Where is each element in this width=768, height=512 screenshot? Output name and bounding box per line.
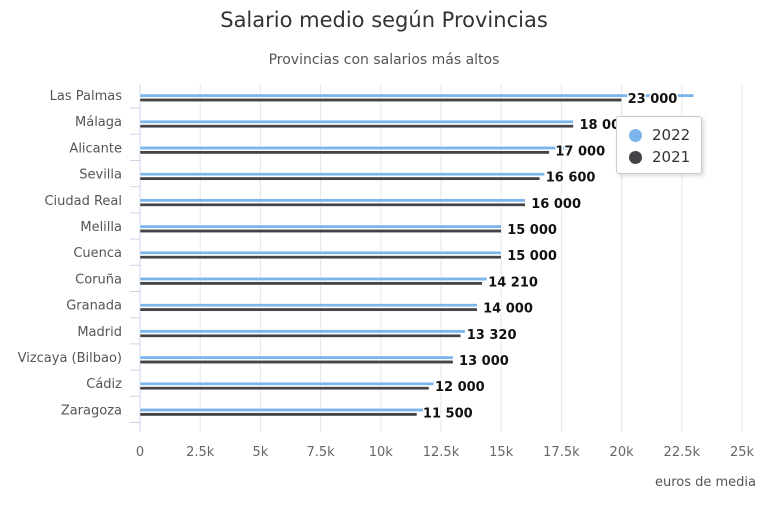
legend-item-2021[interactable]: 2021	[629, 146, 701, 168]
category-label-12: Zaragoza	[61, 403, 122, 418]
x-tick-label-7: 17.5k	[543, 445, 580, 460]
bar-2022-3	[139, 172, 545, 177]
legend-item-2022[interactable]: 2022	[629, 124, 701, 146]
category-label-7: Coruña	[75, 272, 122, 287]
x-tick-label-5: 12.5k	[423, 445, 460, 460]
data-label-4: 16 000	[531, 197, 581, 212]
bar-2022-8	[139, 303, 478, 308]
category-label-11: Cádiz	[86, 377, 122, 392]
bar-2022-2	[139, 146, 574, 150]
data-label-8: 14 000	[483, 302, 533, 317]
bar-2021-6	[139, 255, 502, 260]
category-label-9: Madrid	[77, 325, 122, 340]
category-label-6: Cuenca	[73, 246, 122, 261]
bar-2022-12	[139, 408, 430, 412]
category-label-3: Sevilla	[79, 168, 122, 183]
bar-2022-9	[139, 329, 466, 334]
bar-2021-9	[139, 334, 461, 338]
data-label-11: 12 000	[435, 380, 485, 395]
bar-2021-10	[139, 360, 454, 364]
x-tick-label-2: 5k	[252, 445, 268, 460]
bar-2021-5	[139, 229, 502, 233]
bar-2022-0	[139, 93, 695, 98]
data-label-3: 16 600	[546, 171, 596, 186]
data-label-12: 11 500	[423, 406, 473, 421]
bar-2021-2	[139, 150, 550, 155]
x-tick-label-8: 20k	[610, 445, 635, 460]
bar-2021-8	[139, 307, 478, 312]
bar-2021-3	[139, 176, 540, 181]
bar-2021-1	[139, 124, 574, 128]
x-tick-label-6: 15k	[489, 445, 514, 460]
category-label-5: Melilla	[80, 220, 122, 235]
x-tick-label-10: 25k	[730, 445, 755, 460]
x-tick-label-0: 0	[136, 445, 144, 460]
data-label-6: 15 000	[507, 249, 557, 264]
chart-subtitle: Provincias con salarios más altos	[268, 52, 500, 68]
chart-title: Salario medio según Provincias	[220, 8, 548, 32]
x-axis-title: euros de media	[655, 475, 756, 490]
data-label-7: 14 210	[488, 275, 538, 290]
bar-2021-12	[139, 412, 418, 417]
category-label-8: Granada	[66, 299, 122, 314]
category-label-10: Vizcaya (Bilbao)	[18, 351, 122, 366]
bar-2022-10	[139, 355, 454, 360]
legend-label-2021: 2021	[652, 148, 691, 166]
bar-2021-0	[139, 98, 622, 102]
category-label-4: Ciudad Real	[44, 194, 122, 209]
legend[interactable]: 2022 2021	[616, 116, 702, 174]
bar-2021-11	[139, 386, 430, 391]
bar-2021-7	[139, 281, 483, 286]
bar-2022-11	[139, 382, 434, 386]
legend-swatch-2022	[629, 128, 642, 142]
x-tick-label-4: 10k	[369, 445, 394, 460]
x-tick-label-9: 22.5k	[664, 445, 701, 460]
bar-2022-7	[139, 277, 487, 281]
bar-2022-5	[139, 224, 502, 229]
bar-2022-1	[139, 119, 574, 124]
data-label-5: 15 000	[507, 223, 557, 238]
x-tick-label-3: 7.5k	[306, 445, 335, 460]
bar-2021-4	[139, 202, 526, 207]
data-label-0: 23 000	[628, 92, 678, 107]
bar-2022-6	[139, 250, 502, 255]
category-label-1: Málaga	[75, 115, 122, 130]
category-label-2: Alicante	[69, 141, 122, 156]
legend-swatch-2021	[629, 150, 642, 164]
data-label-10: 13 000	[459, 354, 509, 369]
x-tick-label-1: 2.5k	[186, 445, 215, 460]
data-label-2: 17 000	[555, 144, 605, 159]
category-label-0: Las Palmas	[50, 89, 123, 104]
legend-label-2022: 2022	[652, 126, 691, 144]
bar-2022-4	[139, 198, 526, 203]
data-label-9: 13 320	[467, 328, 517, 343]
